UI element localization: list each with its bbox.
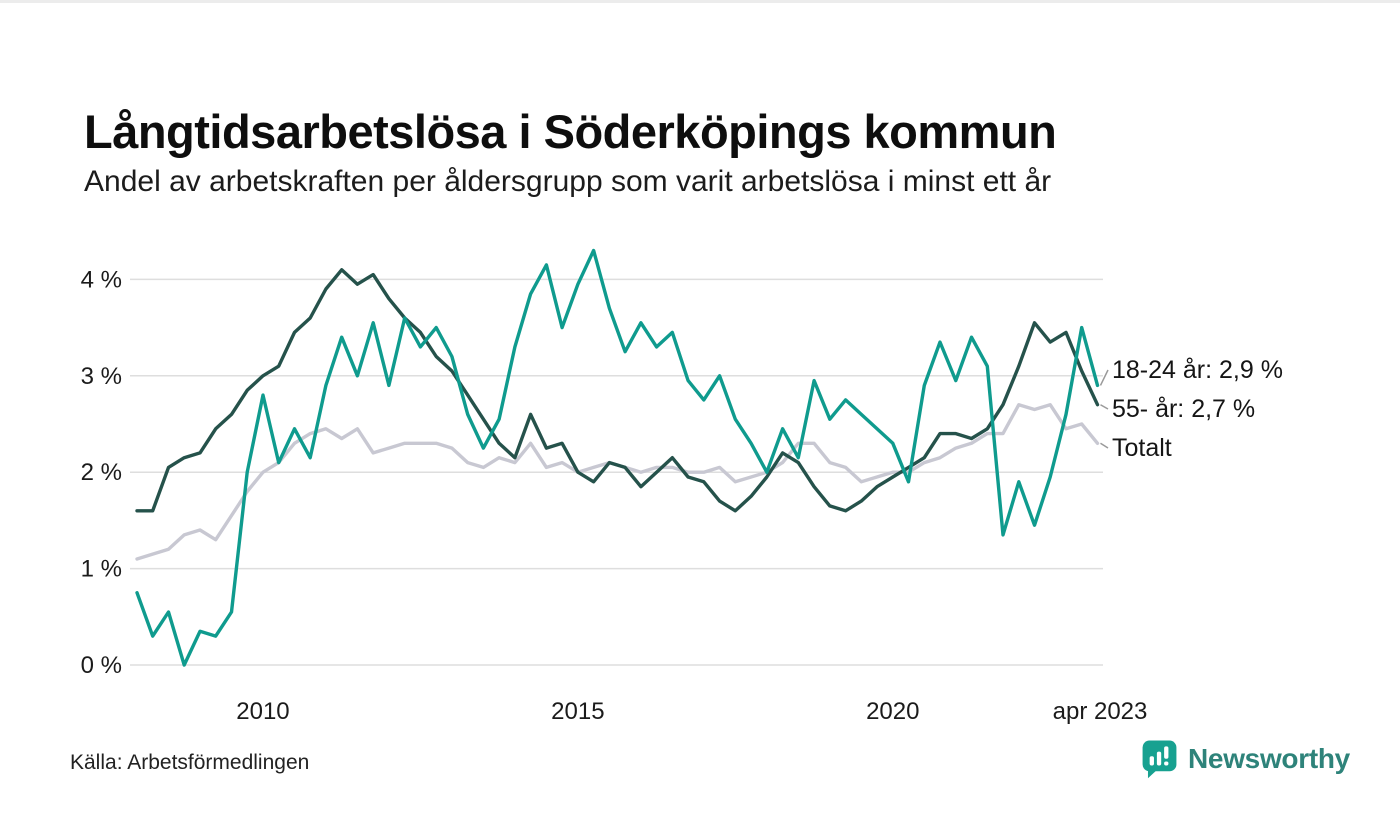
series-line-18-24 år <box>135 248 1100 667</box>
source-caption: Källa: Arbetsförmedlingen <box>70 751 310 774</box>
brand-name: Newsworthy <box>1188 743 1350 774</box>
series-line-55- år <box>135 268 1100 513</box>
page-subtitle: Andel av arbetskraften per åldersgrupp s… <box>84 165 1052 198</box>
y-tick-label: 4 % <box>81 266 122 293</box>
x-tick-label: 2015 <box>551 698 604 725</box>
label-connector <box>1100 404 1109 410</box>
line-chart: 0 % 1 % 2 % 3 % 4 % 2010 2015 2020 apr 2023 <box>81 248 1148 725</box>
series-line-Totalt <box>135 403 1100 561</box>
x-tick-label: 2010 <box>236 698 289 725</box>
y-tick-label: 3 % <box>81 363 122 390</box>
y-tick-label: 1 % <box>81 556 122 583</box>
label-connector <box>1099 369 1109 386</box>
series-end-label-55: 55- år: 2,7 % <box>1112 395 1256 423</box>
bar-chart-speech-bubble-icon <box>1142 740 1177 779</box>
brand-logo: Newsworthy <box>1141 739 1350 779</box>
series-end-label-18-24: 18-24 år: 2,9 % <box>1112 356 1283 384</box>
page-title: Långtidsarbetslösa i Söderköpings kommun <box>84 105 1057 159</box>
series-end-label-totalt: Totalt <box>1112 434 1172 462</box>
x-tick-label: apr 2023 <box>1053 698 1148 725</box>
y-tick-label: 0 % <box>81 652 122 679</box>
x-tick-label: 2020 <box>866 698 919 725</box>
label-connector <box>1100 442 1109 449</box>
y-tick-label: 2 % <box>81 459 122 486</box>
